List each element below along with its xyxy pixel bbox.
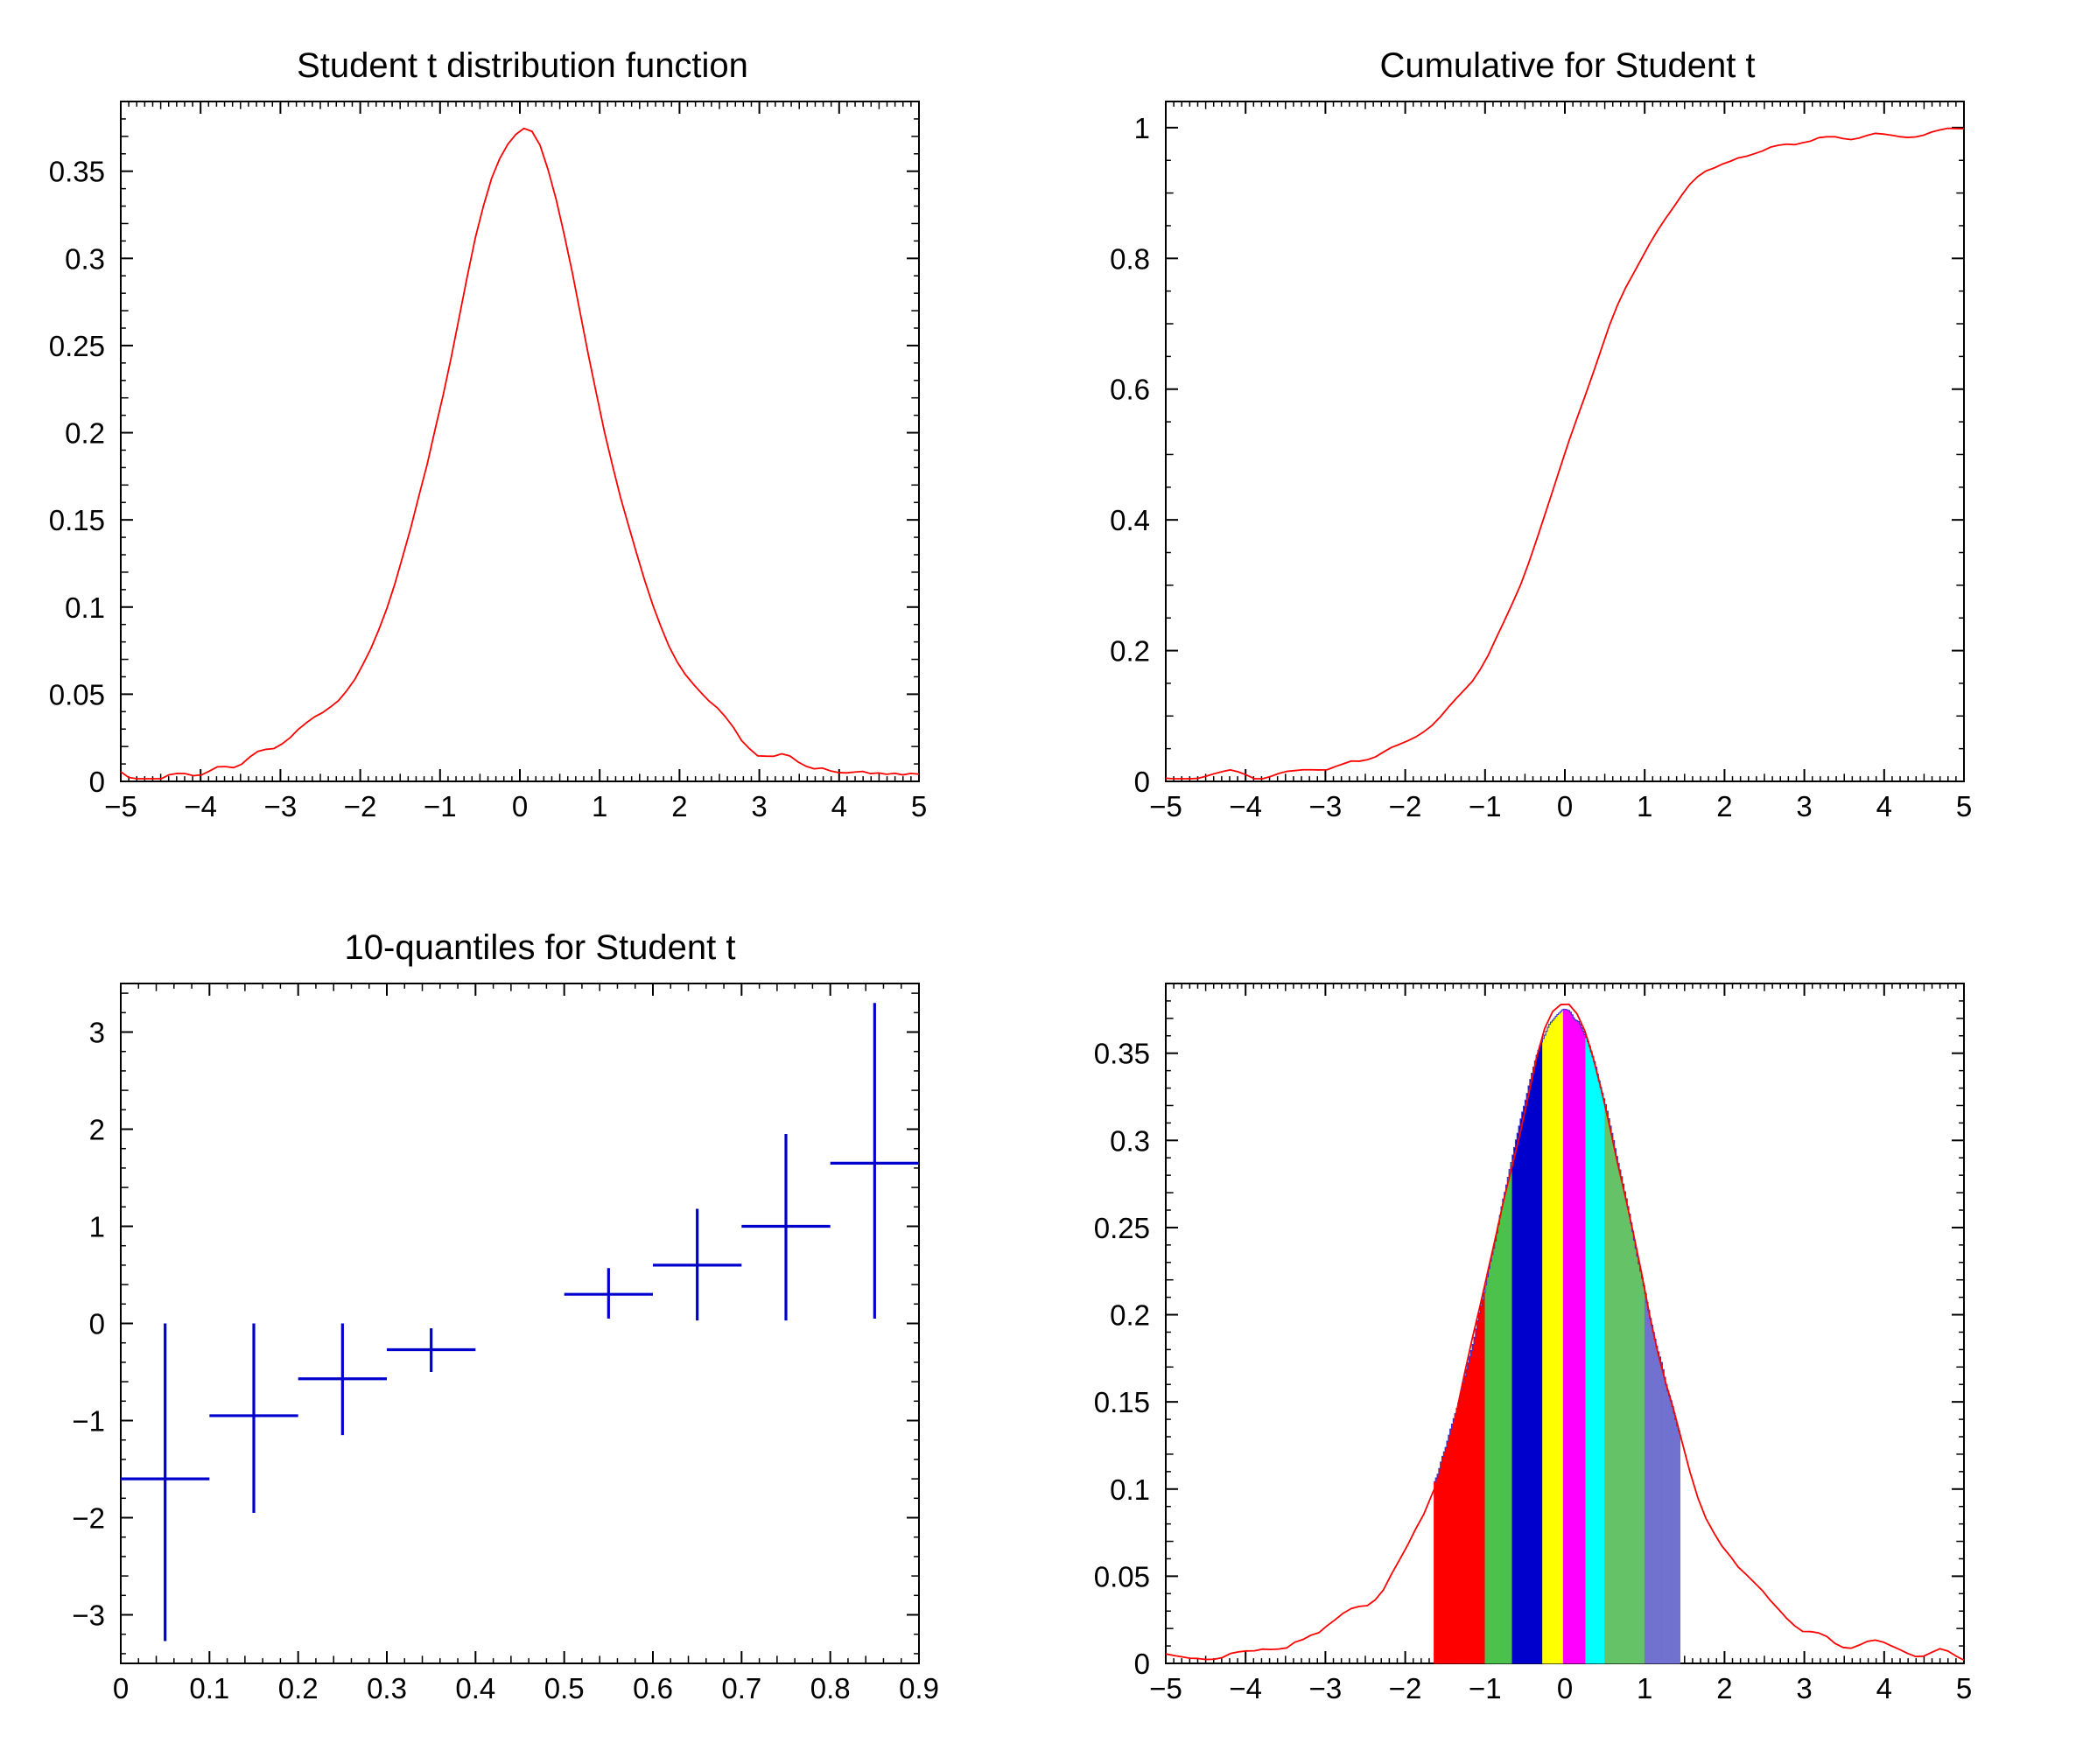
- svg-text:−2: −2: [72, 1502, 105, 1535]
- svg-text:0.4: 0.4: [455, 1672, 495, 1704]
- svg-text:4: 4: [831, 790, 847, 822]
- svg-text:0: 0: [1557, 790, 1573, 822]
- svg-text:0.15: 0.15: [1094, 1386, 1150, 1418]
- svg-text:Cumulative for Student t: Cumulative for Student t: [1379, 46, 1755, 85]
- svg-text:5: 5: [1956, 790, 1972, 822]
- svg-text:−3: −3: [72, 1600, 105, 1632]
- svg-text:0.8: 0.8: [1110, 242, 1150, 275]
- svg-text:1: 1: [592, 790, 607, 822]
- svg-text:0: 0: [512, 790, 528, 822]
- svg-text:0: 0: [1134, 1648, 1150, 1680]
- svg-text:3: 3: [89, 1017, 105, 1049]
- svg-text:2: 2: [1716, 790, 1732, 822]
- svg-text:0.6: 0.6: [633, 1672, 673, 1704]
- svg-text:0.3: 0.3: [65, 242, 105, 275]
- svg-text:−2: −2: [1389, 1672, 1422, 1704]
- svg-text:1: 1: [89, 1211, 105, 1243]
- svg-text:−3: −3: [1309, 790, 1343, 822]
- svg-text:0.25: 0.25: [49, 330, 105, 362]
- svg-text:1: 1: [1134, 112, 1150, 144]
- svg-text:0.15: 0.15: [49, 504, 105, 536]
- svg-text:−4: −4: [1229, 1672, 1262, 1704]
- svg-text:0: 0: [1557, 1672, 1573, 1704]
- svg-text:0.35: 0.35: [49, 156, 105, 188]
- svg-text:0.7: 0.7: [721, 1672, 761, 1704]
- svg-text:3: 3: [1796, 1672, 1812, 1704]
- svg-text:0.05: 0.05: [49, 678, 105, 710]
- svg-text:2: 2: [671, 790, 687, 822]
- svg-text:−5: −5: [1149, 1672, 1182, 1704]
- svg-text:2: 2: [1716, 1672, 1732, 1704]
- svg-text:5: 5: [911, 790, 927, 822]
- svg-text:10-quantiles for Student t: 10-quantiles for Student t: [345, 928, 736, 967]
- svg-text:5: 5: [1956, 1672, 1972, 1704]
- svg-text:0.2: 0.2: [65, 417, 105, 450]
- svg-text:−1: −1: [424, 790, 457, 822]
- svg-text:0.3: 0.3: [367, 1672, 407, 1704]
- svg-text:−2: −2: [1389, 790, 1422, 822]
- svg-text:Student t distribution functio: Student t distribution function: [297, 46, 748, 85]
- svg-text:0.25: 0.25: [1094, 1212, 1150, 1244]
- svg-text:3: 3: [751, 790, 767, 822]
- svg-text:−1: −1: [1469, 1672, 1502, 1704]
- svg-text:0.3: 0.3: [1110, 1124, 1150, 1157]
- svg-text:3: 3: [1796, 790, 1812, 822]
- svg-text:0.2: 0.2: [1110, 1299, 1150, 1332]
- svg-text:0.2: 0.2: [1110, 635, 1150, 668]
- svg-text:−2: −2: [344, 790, 377, 822]
- svg-text:−3: −3: [264, 790, 298, 822]
- svg-text:4: 4: [1876, 790, 1892, 822]
- svg-text:4: 4: [1876, 1672, 1892, 1704]
- svg-text:1: 1: [1637, 790, 1652, 822]
- svg-text:0: 0: [1134, 766, 1150, 798]
- svg-text:0: 0: [89, 766, 105, 798]
- svg-text:−4: −4: [184, 790, 217, 822]
- svg-text:0.6: 0.6: [1110, 374, 1150, 406]
- svg-text:2: 2: [89, 1114, 105, 1146]
- svg-text:1: 1: [1637, 1672, 1652, 1704]
- svg-text:−4: −4: [1229, 790, 1262, 822]
- svg-text:−1: −1: [72, 1405, 105, 1438]
- svg-text:−1: −1: [1469, 790, 1502, 822]
- svg-text:0.4: 0.4: [1110, 504, 1150, 536]
- svg-text:−5: −5: [104, 790, 137, 822]
- svg-text:0.05: 0.05: [1094, 1560, 1150, 1592]
- svg-text:0.1: 0.1: [189, 1672, 229, 1704]
- svg-text:−5: −5: [1149, 790, 1182, 822]
- svg-text:0: 0: [113, 1672, 129, 1704]
- svg-text:−3: −3: [1309, 1672, 1343, 1704]
- svg-text:0.2: 0.2: [278, 1672, 319, 1704]
- svg-text:0.9: 0.9: [899, 1672, 939, 1704]
- svg-text:0.1: 0.1: [1110, 1474, 1150, 1506]
- svg-text:0.8: 0.8: [810, 1672, 851, 1704]
- svg-text:0.1: 0.1: [65, 592, 105, 624]
- svg-text:0.5: 0.5: [544, 1672, 585, 1704]
- svg-text:0: 0: [89, 1308, 105, 1340]
- svg-text:0.35: 0.35: [1094, 1038, 1150, 1070]
